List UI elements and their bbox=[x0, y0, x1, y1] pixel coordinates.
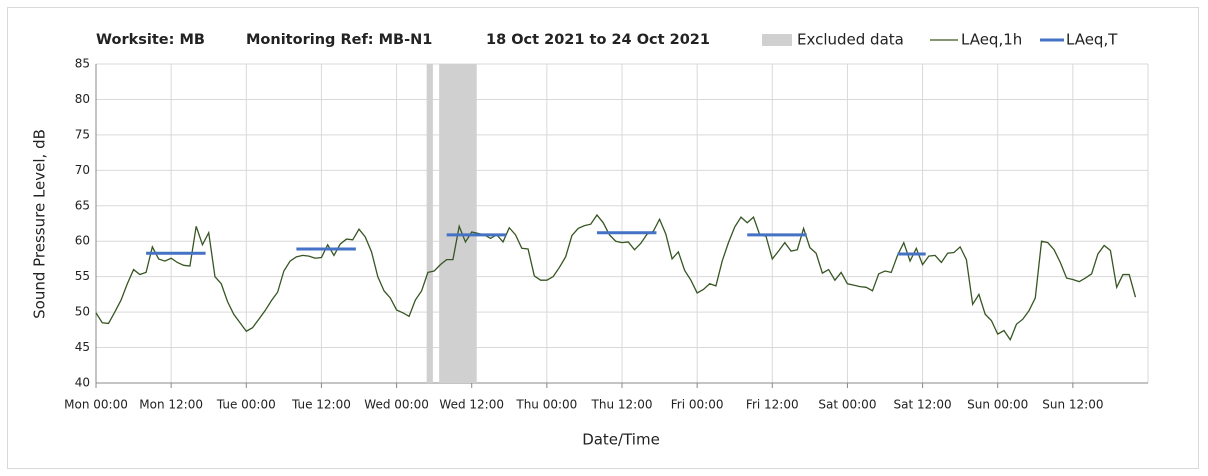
y-tick-label: 40 bbox=[75, 376, 90, 390]
y-tick-label: 80 bbox=[75, 92, 90, 106]
line-laeq-1h bbox=[95, 213, 1137, 342]
x-tick-label: Sat 12:00 bbox=[894, 398, 952, 412]
x-tick-label: Mon 12:00 bbox=[139, 398, 203, 412]
y-axis-title: Sound Pressure Level, dB bbox=[31, 129, 49, 319]
legend-swatch-excluded bbox=[762, 34, 792, 46]
legend-label: LAeq,T bbox=[1066, 31, 1118, 49]
x-tick-label: Sun 00:00 bbox=[967, 398, 1028, 412]
title-dates: 18 Oct 2021 to 24 Oct 2021 bbox=[486, 32, 710, 48]
x-tick-label: Wed 12:00 bbox=[439, 398, 504, 412]
x-tick-label: Tue 00:00 bbox=[216, 398, 276, 412]
x-tick-label: Fri 12:00 bbox=[746, 398, 799, 412]
y-tick-label: 60 bbox=[75, 234, 90, 248]
x-tick-label: Thu 00:00 bbox=[515, 398, 577, 412]
excluded-band bbox=[439, 64, 477, 383]
title-ref: Monitoring Ref: MB-N1 bbox=[246, 32, 432, 48]
y-tick-label: 65 bbox=[75, 198, 90, 212]
y-tick-label: 75 bbox=[75, 127, 90, 141]
excluded-band bbox=[426, 64, 433, 383]
legend-label: Excluded data bbox=[797, 31, 904, 49]
y-tick-label: 45 bbox=[75, 340, 90, 354]
x-tick-label: Tue 12:00 bbox=[291, 398, 351, 412]
x-tick-label: Sat 00:00 bbox=[818, 398, 876, 412]
y-tick-label: 70 bbox=[75, 163, 90, 177]
x-tick-label: Sun 12:00 bbox=[1042, 398, 1103, 412]
x-tick-label: Fri 00:00 bbox=[671, 398, 724, 412]
legend-label: LAeq,1h bbox=[961, 31, 1022, 49]
x-axis-title: Date/Time bbox=[582, 431, 660, 449]
x-tick-label: Wed 00:00 bbox=[364, 398, 429, 412]
title-worksite: Worksite: MB bbox=[96, 32, 205, 48]
y-tick-label: 55 bbox=[75, 269, 90, 283]
y-tick-label: 85 bbox=[75, 57, 90, 71]
x-tick-label: Thu 12:00 bbox=[591, 398, 653, 412]
x-tick-label: Mon 00:00 bbox=[64, 398, 128, 412]
y-tick-label: 50 bbox=[75, 305, 90, 319]
